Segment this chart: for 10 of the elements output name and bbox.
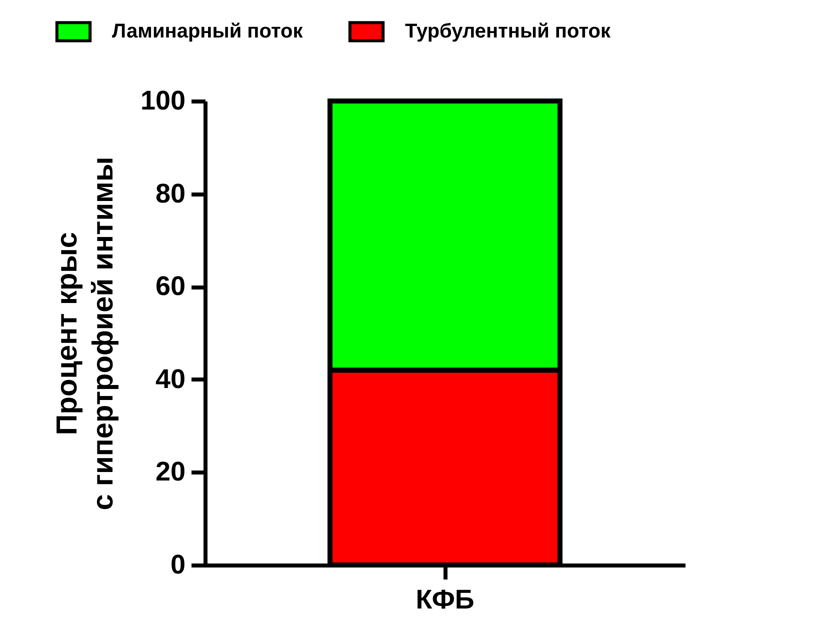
- x-tick-label: КФБ: [416, 584, 474, 614]
- y-tick-label: 60: [155, 271, 186, 302]
- legend-label: Ламинарный поток: [112, 20, 304, 43]
- y-axis-title: Процент крыс с гипертрофией интимы: [51, 156, 120, 510]
- y-tick-label: 40: [155, 364, 186, 394]
- y-tick-label: 0: [170, 550, 186, 580]
- legend-label: Турбулентный поток: [405, 20, 612, 43]
- y-tick-label: 100: [140, 86, 186, 116]
- y-tick-label: 80: [155, 178, 186, 208]
- y-tick-label: 20: [155, 456, 186, 487]
